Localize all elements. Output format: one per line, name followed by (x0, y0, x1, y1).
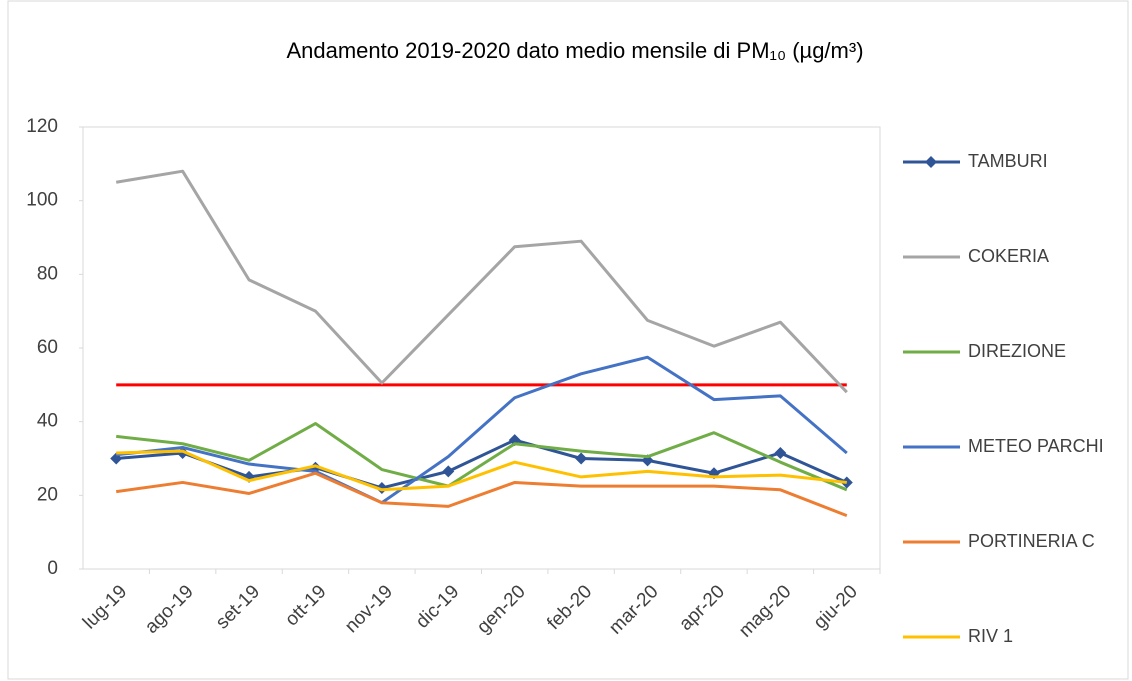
y-tick-label: 100 (26, 190, 58, 211)
legend-label: METEO PARCHI (968, 436, 1104, 456)
y-tick-label: 20 (37, 484, 58, 505)
series-line (116, 449, 847, 492)
legend-label: PORTINERIA C (968, 531, 1095, 551)
chart-title: Andamento 2019-2020 dato medio mensile d… (286, 38, 863, 63)
legend-marker (925, 156, 937, 168)
y-tick-label: 40 (37, 411, 58, 432)
series-line (116, 422, 848, 492)
series-line (116, 355, 848, 505)
legend-label: COKERIA (968, 246, 1049, 266)
y-tick-label: 80 (37, 263, 58, 284)
legend-label: DIREZIONE (968, 341, 1066, 361)
chart-border (7, 0, 1129, 680)
series-line (115, 169, 848, 394)
series-line (116, 438, 848, 490)
data-point (442, 465, 455, 478)
y-tick-label: 0 (47, 558, 58, 579)
y-tick-label: 120 (26, 116, 58, 137)
data-point (575, 452, 588, 465)
legend-label: TAMBURI (968, 151, 1048, 171)
legend-label: RIV 1 (968, 626, 1013, 646)
y-tick-label: 60 (37, 337, 58, 358)
data-point (774, 446, 787, 459)
series-line (116, 471, 848, 517)
